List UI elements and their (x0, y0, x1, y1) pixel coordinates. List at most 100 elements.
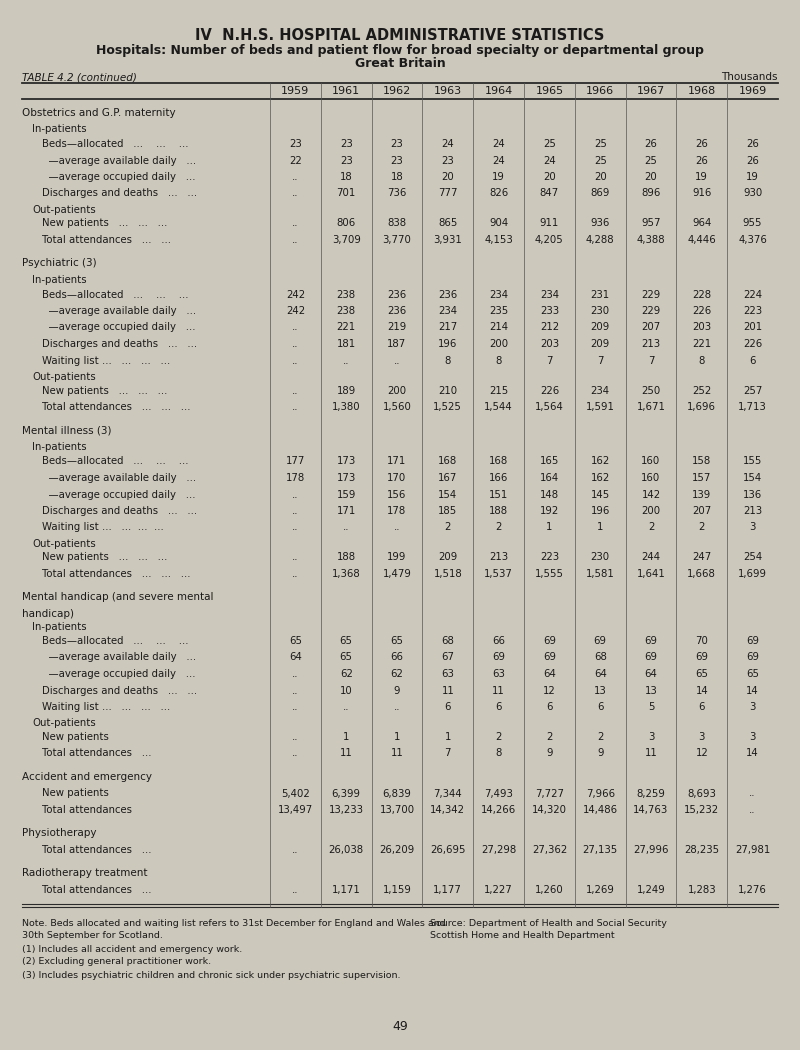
Text: 250: 250 (642, 385, 661, 396)
Text: 4,376: 4,376 (738, 235, 767, 245)
Text: 13,700: 13,700 (379, 805, 414, 815)
Text: 4,153: 4,153 (484, 235, 513, 245)
Text: ..: .. (292, 402, 298, 412)
Text: 8: 8 (445, 356, 451, 365)
Text: Physiotherapy: Physiotherapy (22, 828, 97, 839)
Text: 27,135: 27,135 (582, 845, 618, 855)
Text: 229: 229 (642, 290, 661, 299)
Text: 24: 24 (442, 139, 454, 149)
Text: 1,177: 1,177 (434, 885, 462, 895)
Text: 869: 869 (590, 189, 610, 198)
Text: 1,171: 1,171 (332, 885, 361, 895)
Text: 234: 234 (438, 306, 458, 316)
Text: 207: 207 (642, 322, 661, 333)
Text: 15,232: 15,232 (684, 805, 719, 815)
Text: 28,235: 28,235 (684, 845, 719, 855)
Text: 24: 24 (492, 155, 505, 166)
Text: 226: 226 (743, 339, 762, 349)
Text: 25: 25 (594, 155, 606, 166)
Text: 6: 6 (597, 702, 603, 712)
Text: 155: 155 (743, 457, 762, 466)
Text: Accident and emergency: Accident and emergency (22, 772, 152, 782)
Text: 7: 7 (597, 356, 603, 365)
Text: 154: 154 (743, 472, 762, 483)
Text: 192: 192 (540, 506, 559, 516)
Text: 27,298: 27,298 (481, 845, 516, 855)
Text: 69: 69 (746, 636, 759, 646)
Text: 214: 214 (489, 322, 508, 333)
Text: In-patients: In-patients (32, 442, 86, 452)
Text: 167: 167 (438, 472, 458, 483)
Text: 7,966: 7,966 (586, 789, 614, 798)
Text: 19: 19 (695, 172, 708, 182)
Text: 178: 178 (286, 472, 305, 483)
Text: 736: 736 (387, 189, 406, 198)
Text: 1: 1 (597, 523, 603, 532)
Text: 20: 20 (645, 172, 658, 182)
Text: 20: 20 (442, 172, 454, 182)
Text: Psychiatric (3): Psychiatric (3) (22, 258, 97, 269)
Text: 14,763: 14,763 (634, 805, 669, 815)
Text: ..: .. (292, 732, 298, 742)
Text: ..: .. (292, 322, 298, 333)
Text: 187: 187 (387, 339, 406, 349)
Text: ..: .. (292, 686, 298, 695)
Text: 142: 142 (642, 489, 661, 500)
Text: —average occupied daily   ...: —average occupied daily ... (42, 322, 195, 333)
Text: 14,266: 14,266 (481, 805, 516, 815)
Text: 217: 217 (438, 322, 458, 333)
Text: ..: .. (394, 523, 400, 532)
Text: 69: 69 (645, 652, 658, 663)
Text: 6,399: 6,399 (332, 789, 361, 798)
Text: 212: 212 (540, 322, 559, 333)
Text: 11: 11 (442, 686, 454, 695)
Text: 166: 166 (489, 472, 508, 483)
Text: 23: 23 (442, 155, 454, 166)
Text: 13,233: 13,233 (329, 805, 364, 815)
Text: Waiting list ...   ...  ...  ...: Waiting list ... ... ... ... (42, 523, 164, 532)
Text: Great Britain: Great Britain (354, 57, 446, 70)
Text: 1,380: 1,380 (332, 402, 361, 412)
Text: —average occupied daily   ...: —average occupied daily ... (42, 489, 195, 500)
Text: 3,770: 3,770 (382, 235, 411, 245)
Text: 26: 26 (746, 155, 759, 166)
Text: 1,159: 1,159 (382, 885, 411, 895)
Text: 160: 160 (642, 472, 661, 483)
Text: 27,981: 27,981 (735, 845, 770, 855)
Text: —average occupied daily   ...: —average occupied daily ... (42, 172, 195, 182)
Text: 26: 26 (746, 139, 759, 149)
Text: ..: .. (292, 885, 298, 895)
Text: 233: 233 (540, 306, 559, 316)
Text: 69: 69 (492, 652, 505, 663)
Text: 162: 162 (590, 457, 610, 466)
Text: 847: 847 (540, 189, 559, 198)
Text: 9: 9 (597, 749, 603, 758)
Text: 188: 188 (337, 552, 356, 563)
Text: 62: 62 (390, 669, 403, 679)
Text: 154: 154 (438, 489, 458, 500)
Text: ..: .. (292, 218, 298, 229)
Text: 3: 3 (750, 702, 756, 712)
Text: 234: 234 (489, 290, 508, 299)
Text: Total attendances: Total attendances (42, 805, 132, 815)
Text: 231: 231 (590, 290, 610, 299)
Text: 221: 221 (337, 322, 356, 333)
Text: ..: .. (292, 749, 298, 758)
Text: 207: 207 (692, 506, 711, 516)
Text: 65: 65 (695, 669, 708, 679)
Text: 64: 64 (543, 669, 556, 679)
Text: 1967: 1967 (637, 86, 665, 96)
Text: 177: 177 (286, 457, 305, 466)
Text: 66: 66 (390, 652, 403, 663)
Text: 2: 2 (495, 523, 502, 532)
Text: 68: 68 (442, 636, 454, 646)
Text: 201: 201 (743, 322, 762, 333)
Text: 6: 6 (445, 702, 451, 712)
Text: 8: 8 (495, 749, 502, 758)
Text: 236: 236 (387, 306, 406, 316)
Text: 200: 200 (489, 339, 508, 349)
Text: 69: 69 (594, 636, 606, 646)
Text: 2: 2 (698, 523, 705, 532)
Text: 64: 64 (594, 669, 606, 679)
Text: Out-patients: Out-patients (32, 539, 96, 549)
